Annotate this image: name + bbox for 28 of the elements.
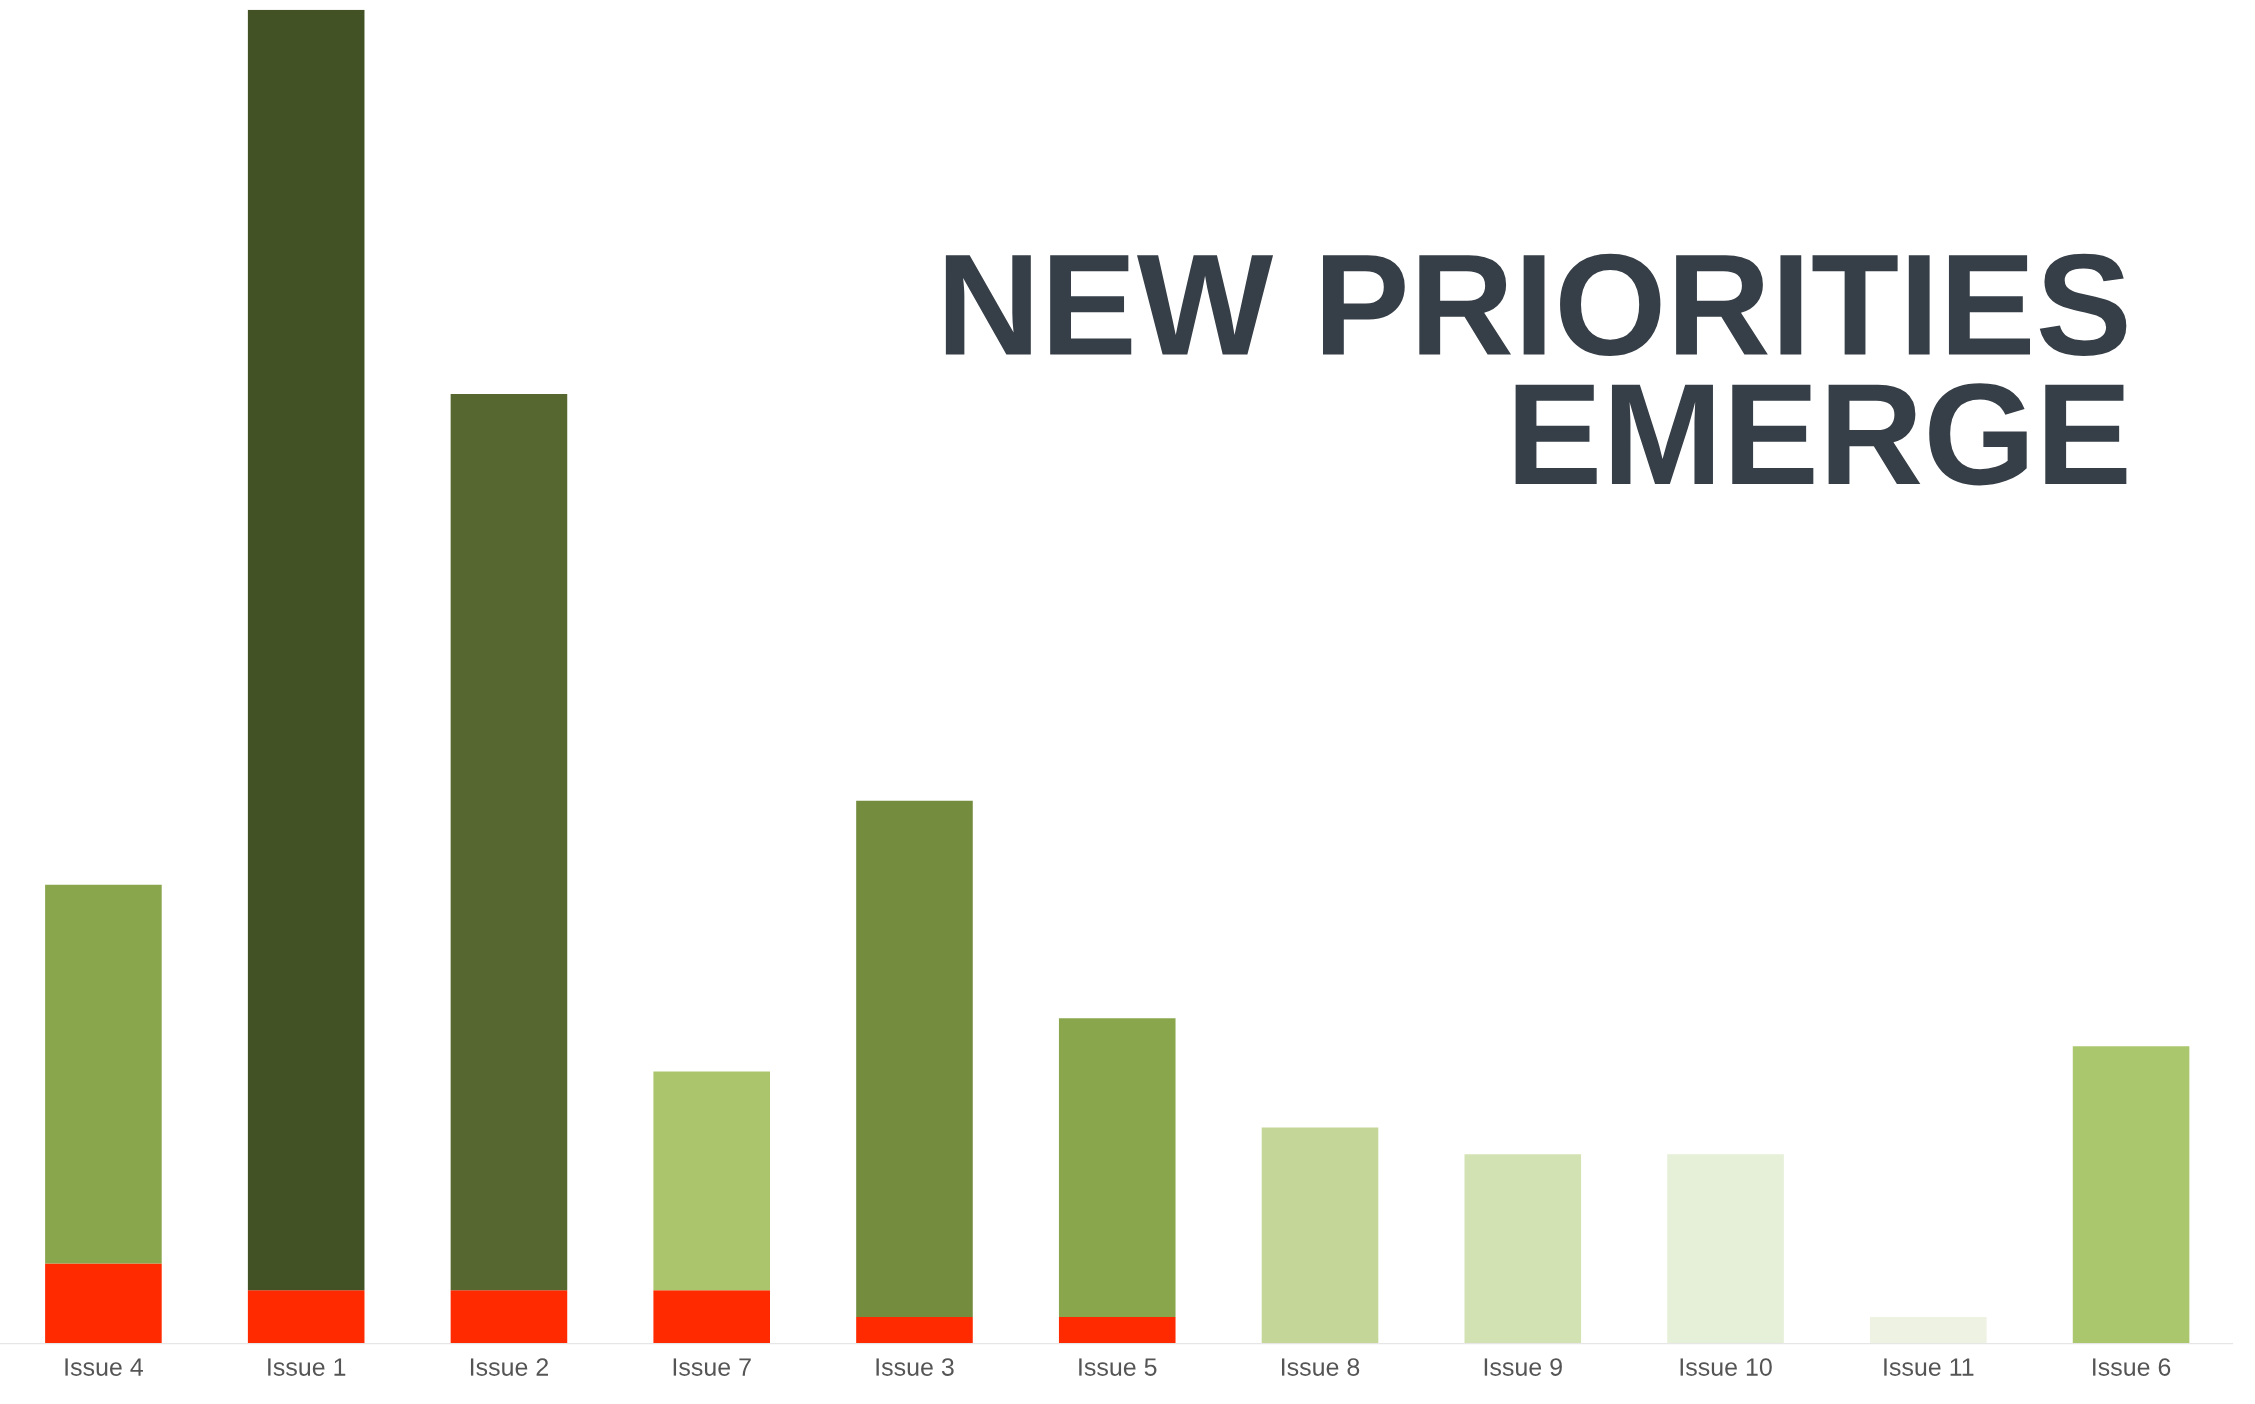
bar (247, 9, 365, 1291)
bar (450, 393, 568, 1291)
x-tick-label: Issue 5 (1079, 1358, 1157, 1376)
bar (1464, 1154, 1582, 1344)
x-tick-label: Issue 4 (65, 1358, 143, 1376)
bar (653, 1290, 770, 1344)
bar (450, 1290, 568, 1344)
x-tick-label: Issue 3 (876, 1358, 954, 1376)
x-tick-label: Issue 6 (2093, 1358, 2171, 1376)
x-tick-label: Issue 11 (1884, 1358, 1974, 1376)
bar (856, 800, 973, 1317)
bar (1058, 1316, 1176, 1344)
bar (1058, 1018, 1176, 1317)
bar (856, 1316, 973, 1344)
bar (2072, 1046, 2190, 1344)
x-tick-label: Issue 9 (1484, 1358, 1562, 1376)
bar (1261, 1127, 1379, 1344)
x-tick-label: Issue 7 (673, 1358, 751, 1376)
x-tick-label: Issue 1 (268, 1358, 346, 1376)
bar (45, 884, 162, 1264)
bar (1667, 1154, 1784, 1344)
x-tick-label: Issue 2 (470, 1358, 548, 1376)
bar (45, 1263, 162, 1344)
x-tick-label: Issue 10 (1680, 1358, 1772, 1376)
x-tick-label: Issue 8 (1282, 1358, 1360, 1376)
bar (247, 1290, 365, 1344)
text: NEW PRIORITIES EMERGE (945, 253, 2127, 486)
bar (653, 1071, 770, 1291)
